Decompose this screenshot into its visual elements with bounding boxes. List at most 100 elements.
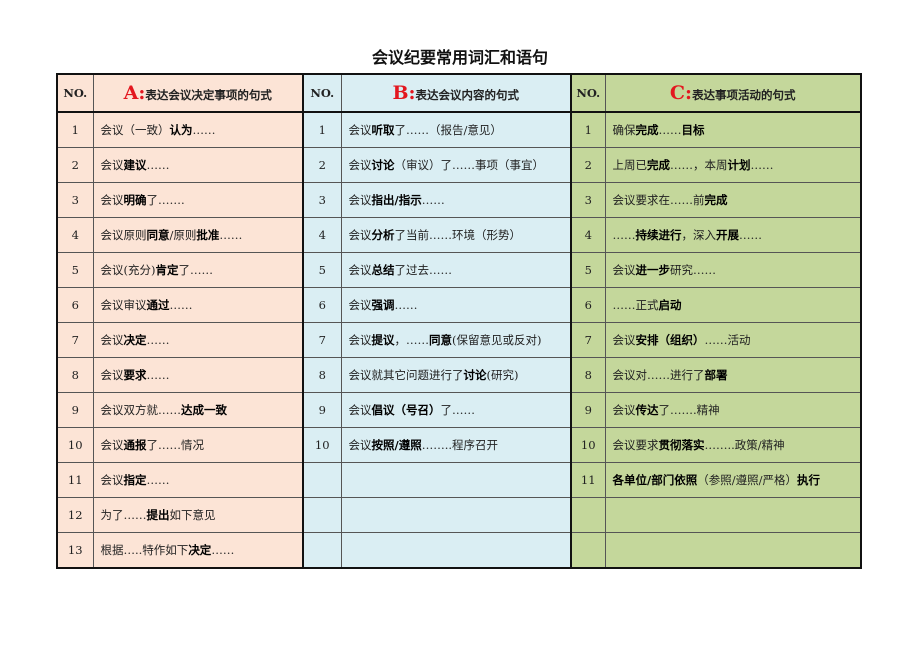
phrase-text: 会议(充分) bbox=[100, 263, 156, 277]
row-number: 1 bbox=[570, 111, 606, 148]
phrase-keyword: 完成 bbox=[704, 193, 728, 207]
phrase-text: 了…… bbox=[440, 403, 476, 417]
phrase-cell: 会议传达了…….精神 bbox=[604, 392, 862, 428]
phrase-text: 会议 bbox=[348, 438, 372, 452]
phrase-text: 会议审议 bbox=[100, 298, 147, 312]
row-number: 2 bbox=[56, 147, 94, 183]
phrase-keyword: 同意 bbox=[146, 228, 170, 242]
row-number: 5 bbox=[570, 252, 606, 288]
table-row: 11 会议指定…… 11 各单位/部门依照（参照/遵照/严格）执行 bbox=[56, 462, 862, 498]
row-number: 4 bbox=[570, 217, 606, 253]
row-number: 9 bbox=[570, 392, 606, 428]
phrase-cell: 会议要求…… bbox=[92, 357, 304, 393]
phrase-text: 会议 bbox=[612, 403, 636, 417]
phrase-text: …… bbox=[192, 123, 216, 137]
row-number: 5 bbox=[302, 252, 342, 288]
phrase-text: …… bbox=[394, 298, 418, 312]
page-title: 会议纪要常用词汇和语句 bbox=[371, 48, 548, 67]
phrase-text: 会议 bbox=[348, 158, 372, 172]
phrase-text: 会议要求在……前 bbox=[612, 193, 705, 207]
phrase-keyword: 安排（组织） bbox=[635, 333, 705, 347]
phrase-keyword: 完成 bbox=[647, 158, 670, 172]
row-number: 3 bbox=[302, 182, 342, 218]
row-number: 9 bbox=[302, 392, 342, 428]
table-row: 12 为了……提出如下意见 bbox=[56, 497, 862, 533]
section-heading: A:表达会议决定事项的句式 bbox=[92, 73, 304, 113]
phrase-text: 了…… bbox=[178, 263, 213, 277]
phrase-keyword: 总结 bbox=[371, 263, 395, 277]
row-number: 11 bbox=[56, 462, 94, 498]
phrase-keyword: 听取 bbox=[371, 123, 395, 137]
phrase-text: 如下意见 bbox=[169, 508, 216, 522]
row-number: 2 bbox=[570, 147, 606, 183]
phrase-keyword: 完成 bbox=[635, 123, 659, 137]
header-row: NO. A:表达会议决定事项的句式 NO. B:表达会议内容的句式 NO. C:表达事项活… bbox=[56, 73, 862, 113]
phrase-cell: 上周已完成……，本周计划…… bbox=[604, 147, 862, 183]
phrase-text: 研究…… bbox=[670, 263, 716, 277]
phrase-text: 会议 bbox=[612, 333, 636, 347]
phrase-cell: 根据…..特作如下决定…… bbox=[92, 532, 304, 569]
row-number: 13 bbox=[56, 532, 94, 569]
phrase-keyword: 决定 bbox=[188, 543, 212, 557]
phrase-cell: 会议原则同意/原则批准…… bbox=[92, 217, 304, 253]
phrase-text: …… bbox=[612, 228, 636, 242]
phrase-cell: 会议听取了……（报告/意见） bbox=[340, 111, 572, 148]
phrase-cell: ……持续进行，深入开展…… bbox=[604, 217, 862, 253]
table-row: 6 会议审议通过…… 6 会议强调…… 6 ……正式启动 bbox=[56, 287, 862, 323]
row-number: 6 bbox=[56, 287, 94, 323]
phrase-cell: 会议强调…… bbox=[340, 287, 572, 323]
row-number: 10 bbox=[56, 427, 94, 463]
phrase-text: 了过去…… bbox=[394, 263, 453, 277]
phrase-cell: 会议指定…… bbox=[92, 462, 304, 498]
phrase-keyword: 计划 bbox=[727, 158, 751, 172]
phrase-text: ，…… bbox=[394, 333, 430, 347]
phrase-text: …… bbox=[219, 228, 243, 242]
phrase-text: 会议 bbox=[348, 228, 372, 242]
no-header: NO. bbox=[302, 73, 342, 113]
row-number: 8 bbox=[570, 357, 606, 393]
row-number bbox=[302, 497, 342, 533]
row-number: 8 bbox=[56, 357, 94, 393]
phrase-keyword: 批准 bbox=[196, 228, 220, 242]
phrase-cell: 会议（一致）认为…… bbox=[92, 111, 304, 148]
phrase-cell: 会议建议…… bbox=[92, 147, 304, 183]
row-number: 7 bbox=[570, 322, 606, 358]
phrase-keyword: 建议 bbox=[123, 158, 147, 172]
phrase-keyword: 通报 bbox=[123, 438, 147, 452]
phrase-text: （参照/遵照/严格） bbox=[697, 473, 797, 487]
phrase-text: …… bbox=[146, 333, 170, 347]
table-row: 8 会议要求…… 8 会议就其它问题进行了讨论(研究) 8 会议对……进行了部署 bbox=[56, 357, 862, 393]
table-row: 2 会议建议…… 2 会议讨论（审议）了……事项（事宜） 2 上周已完成……，本周计划…… bbox=[56, 147, 862, 183]
phrase-text: 会议就其它问题进行了 bbox=[348, 368, 464, 382]
phrase-keyword: 目标 bbox=[681, 123, 705, 137]
phrase-text: …… bbox=[146, 368, 170, 382]
phrase-text: …… bbox=[658, 123, 682, 137]
phrase-cell: 会议决定…… bbox=[92, 322, 304, 358]
phrase-text: ……正式 bbox=[612, 298, 659, 312]
row-number: 2 bbox=[302, 147, 342, 183]
no-header: NO. bbox=[56, 73, 94, 113]
phrase-text: /原则 bbox=[169, 228, 197, 242]
phrase-keyword: 按照/遵照 bbox=[371, 438, 422, 452]
phrase-keyword: 明确 bbox=[123, 193, 147, 207]
phrase-text: …… bbox=[146, 473, 170, 487]
phrase-text: 会议对……进行了 bbox=[612, 368, 705, 382]
phrase-cell: 会议对……进行了部署 bbox=[604, 357, 862, 393]
phrase-cell: 各单位/部门依照（参照/遵照/严格）执行 bbox=[604, 462, 862, 498]
phrase-keyword: 讨论 bbox=[371, 158, 395, 172]
phrase-cell: 会议提议，……同意(保留意见或反对) bbox=[340, 322, 572, 358]
phrase-text: …… bbox=[211, 543, 235, 557]
phrase-cell bbox=[340, 532, 572, 569]
phrase-text: 会议 bbox=[100, 333, 124, 347]
phrase-keyword: 决定 bbox=[123, 333, 147, 347]
phrase-cell: 会议双方就……达成一致 bbox=[92, 392, 304, 428]
phrase-text: (保留意见或反对) bbox=[452, 333, 542, 347]
row-number: 7 bbox=[56, 322, 94, 358]
row-number: 6 bbox=[302, 287, 342, 323]
table-row: 13 根据…..特作如下决定…… bbox=[56, 532, 862, 569]
phrase-cell: 会议就其它问题进行了讨论(研究) bbox=[340, 357, 572, 393]
phrase-text: 了……情况 bbox=[146, 438, 205, 452]
phrase-cell: 会议明确了……. bbox=[92, 182, 304, 218]
phrase-keyword: 各单位/部门依照 bbox=[612, 473, 698, 487]
phrase-text: 上周已 bbox=[612, 158, 648, 172]
